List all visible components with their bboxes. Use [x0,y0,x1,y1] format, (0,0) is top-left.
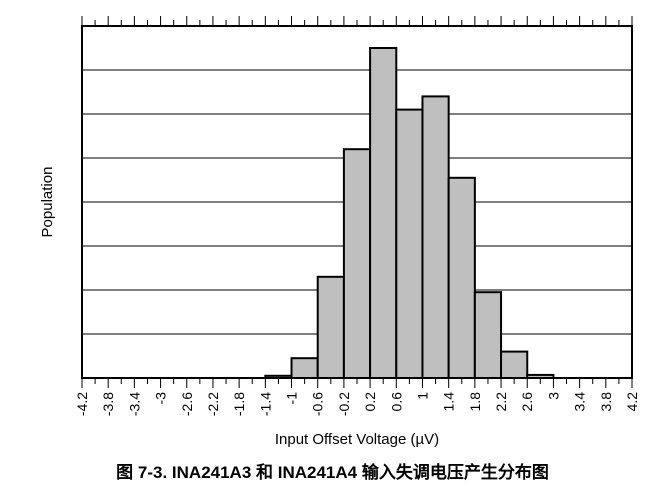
x-tick-labels: -4.2 -3.8 -3.4 -3 -2.6 -2.2 -1.8 -1.4 -1 -0.6 -0.2… [74,392,640,416]
x-tick-label: -0.2 [336,392,352,416]
x-tick-label: 0.6 [388,392,404,412]
figure-caption: 图 7-3. INA241A3 和 INA241A4 输入失调电压产生分布图 [116,463,549,482]
x-tick-label: 2.6 [519,392,535,412]
histogram-bar [395,108,424,379]
histogram-bar [421,95,450,380]
histogram-bar [447,176,476,379]
bars [264,47,555,380]
x-tick-label: -3.4 [126,392,142,416]
x-tick-label: 3 [545,392,561,400]
histogram-bar [342,148,372,379]
x-tick-label: -1 [284,392,300,405]
histogram-bar [369,47,398,379]
x-tick-label: -2.6 [179,392,195,416]
y-axis-label: Population [39,167,56,238]
x-tick-label: -1.8 [231,392,247,416]
x-tick-label: -4.2 [74,392,90,416]
x-ticks [81,16,633,388]
histogram-bar [316,275,345,379]
x-tick-label: -3 [153,392,169,405]
x-tick-label: 1.8 [467,392,483,412]
x-tick-label: 0.2 [362,392,378,412]
x-axis-label: Input Offset Voltage (µV) [275,431,439,448]
x-tick-label: 4.2 [624,392,640,412]
x-tick-label: 1 [414,392,430,400]
histogram-bar [473,291,503,380]
x-tick-label: -3.8 [100,392,116,416]
x-tick-label: -2.2 [205,392,221,416]
histogram-bar [290,357,319,380]
histogram-bar [500,350,529,380]
x-tick-label: 2.2 [493,392,509,412]
x-tick-label: 1.4 [441,392,457,412]
x-tick-label: -1.4 [257,392,273,416]
x-tick-label: -0.6 [310,392,326,416]
x-tick-label: 3.8 [598,392,614,412]
x-tick-label: 3.4 [572,392,588,412]
